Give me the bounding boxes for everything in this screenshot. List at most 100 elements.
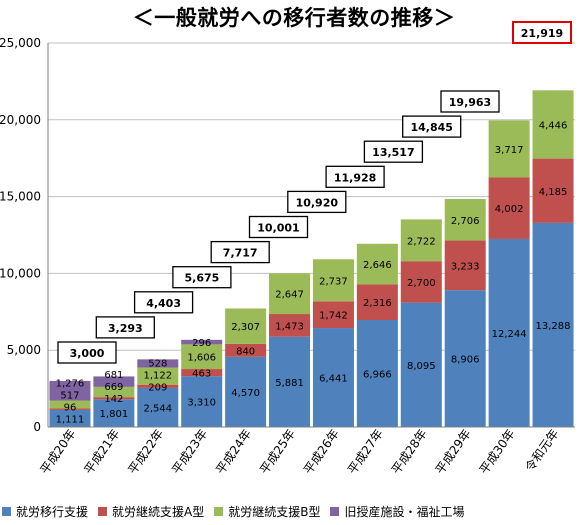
segment-value-label: 3,233 (451, 261, 480, 272)
total-label: 7,717 (223, 247, 258, 260)
total-label: 4,403 (146, 297, 181, 310)
bar-segment (137, 359, 179, 368)
segment-value-label: 2,307 (231, 322, 260, 333)
total-box-frame (440, 90, 500, 113)
bar-segment (400, 302, 442, 427)
segment-value-label: 1,606 (187, 353, 216, 364)
total-box: 21,919 (512, 21, 572, 44)
total-box-frame (325, 165, 385, 188)
bar-segment (137, 384, 179, 388)
bar-segment (49, 409, 91, 427)
bar-segment (488, 238, 530, 427)
total-box: 10,001 (248, 215, 309, 239)
segment-value-label: 1,276 (56, 378, 85, 389)
bar-segment (49, 408, 91, 410)
legend-swatch (330, 507, 340, 516)
x-tick-label: 令和元年 (522, 426, 562, 474)
segment-value-label: 142 (104, 394, 123, 405)
y-tick-label: 15,000 (0, 190, 41, 204)
bar-segment (488, 177, 530, 239)
bar-segment (532, 222, 574, 427)
segment-value-label: 6,966 (363, 370, 392, 381)
segment-value-label: 2,316 (363, 298, 392, 309)
bar-segment (93, 399, 135, 427)
bar-segment (356, 320, 398, 427)
x-tick-label: 平成30年 (477, 427, 518, 477)
total-box: 4,403 (133, 291, 194, 314)
segment-value-label: 463 (192, 369, 211, 380)
segment-value-label: 528 (148, 358, 167, 369)
total-box-frame (133, 291, 194, 314)
legend: 就労移行支援 就労継続支援A型 就労継続支援B型 旧授産施設・福祉工場 (2, 503, 588, 520)
bar-segment (532, 158, 574, 223)
x-tick-label: 平成26年 (301, 427, 342, 477)
bar-segment (181, 369, 223, 377)
y-tick-label: 20,000 (0, 113, 41, 127)
segment-value-label: 8,906 (451, 355, 480, 366)
bar-segment (269, 273, 311, 315)
total-label: 21,919 (521, 27, 563, 40)
bar-segment (269, 336, 311, 427)
segment-value-label: 1,122 (143, 370, 172, 381)
total-box-frame (248, 215, 309, 239)
total-label: 13,517 (372, 146, 414, 159)
total-box-frame (172, 266, 232, 289)
total-label: 19,963 (449, 96, 491, 109)
bar-segment (400, 219, 442, 262)
bar-segment (181, 339, 223, 345)
legend-item: 就労継続支援A型 (98, 503, 204, 520)
bar-segment (93, 397, 135, 400)
total-label: 10,920 (296, 196, 339, 209)
total-box-frame (363, 140, 424, 163)
segment-value-label: 13,288 (536, 321, 571, 332)
bar-segment (488, 120, 530, 178)
total-box: 3,000 (57, 341, 117, 364)
legend-item: 旧授産施設・福祉工場 (330, 503, 464, 520)
chart-title: ＜一般就労への移行者数の推移＞ (132, 6, 456, 30)
total-box: 5,675 (172, 266, 232, 289)
total-label: 3,293 (108, 322, 143, 335)
total-box: 10,920 (287, 190, 347, 214)
bar-segment (137, 367, 179, 385)
bar-segment (137, 387, 179, 427)
bar-segment (532, 90, 574, 159)
segment-value-label: 296 (192, 338, 211, 349)
segment-value-label: 2,706 (451, 216, 480, 227)
bar-segment (225, 356, 267, 427)
total-box-frame (402, 115, 462, 138)
segment-value-label: 4,002 (495, 204, 524, 215)
total-box-frame (57, 341, 117, 364)
segment-value-label: 2,646 (363, 260, 392, 271)
bar-segment (225, 343, 267, 357)
x-tick-label: 平成22年 (125, 427, 166, 477)
bar-segment (181, 376, 223, 427)
segment-value-label: 96 (64, 402, 77, 413)
total-box: 3,293 (95, 316, 155, 339)
bar-segment (312, 301, 354, 329)
segment-value-label: 517 (60, 390, 79, 401)
segment-value-label: 1,801 (100, 409, 129, 420)
bar-segment (181, 344, 223, 370)
legend-item: 就労継続支援B型 (214, 503, 320, 520)
bar-segment (444, 290, 486, 427)
total-box: 7,717 (210, 240, 270, 264)
total-box: 13,517 (363, 140, 424, 163)
y-tick-label: 10,000 (0, 266, 41, 280)
segment-value-label: 2,722 (407, 236, 436, 247)
legend-swatch (2, 507, 11, 516)
segment-value-label: 6,441 (319, 374, 348, 385)
x-tick-label: 平成25年 (257, 427, 298, 477)
y-tick-label: 5,000 (7, 343, 41, 357)
segment-value-label: 1,742 (319, 311, 348, 322)
bar-segment (356, 284, 398, 321)
segment-value-label: 4,185 (539, 187, 568, 198)
bar-segment (93, 376, 135, 387)
x-tick-label: 平成20年 (38, 427, 79, 477)
bar-segment (49, 380, 91, 401)
bar-segment (269, 314, 311, 337)
total-label: 14,845 (410, 121, 452, 134)
segment-value-label: 1,473 (275, 321, 304, 332)
